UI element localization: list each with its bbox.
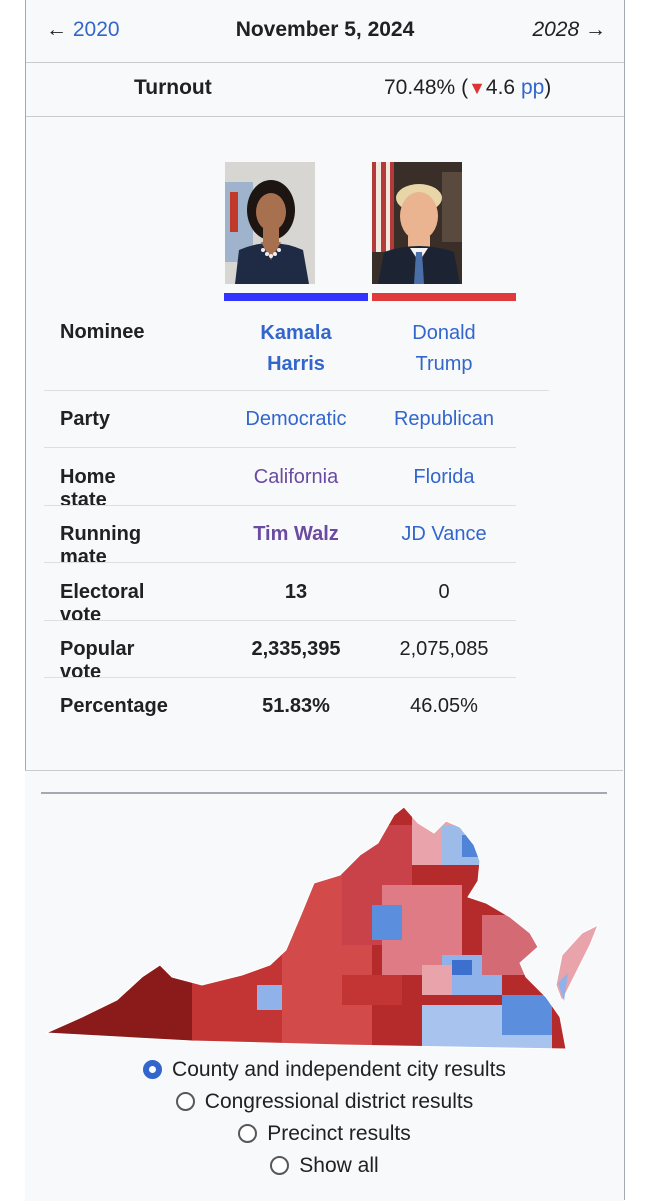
map-option-show-all[interactable]: Show all	[0, 1154, 649, 1184]
harris-electoral-vote: 13	[284, 581, 308, 603]
row-divider	[44, 390, 549, 391]
trump-party-link[interactable]: Republican	[393, 408, 495, 430]
trump-portrait[interactable]	[372, 162, 462, 284]
map-option-label: County and independent city results	[172, 1058, 506, 1081]
harris-portrait[interactable]	[225, 162, 315, 284]
harris-popular-vote: 2,335,395	[251, 638, 341, 660]
republican-color-bar	[372, 293, 516, 301]
harris-percentage: 51.83%	[262, 695, 330, 717]
turnout-change: 4.6	[485, 76, 516, 99]
harris-last-name: Harris	[267, 353, 325, 375]
party-label: Party	[60, 408, 111, 430]
radio-selected-icon[interactable]	[143, 1060, 163, 1079]
previous-election-link[interactable]: ← 2020	[46, 18, 120, 42]
next-election-link[interactable]: 2028 →	[532, 18, 606, 42]
trump-percentage: 46.05%	[410, 695, 478, 717]
map-option-label: Show all	[299, 1154, 379, 1177]
election-navigation: ← 2020 November 5, 2024 2028 →	[26, 0, 624, 63]
trump-home-state-link[interactable]: Florida	[413, 466, 475, 488]
election-date: November 5, 2024	[235, 18, 415, 41]
turnout-value: 70.48% (▼4.6 pp)	[384, 76, 552, 99]
row-divider	[44, 620, 516, 621]
map-option-precinct[interactable]: Precinct results	[0, 1122, 649, 1152]
turnout-label: Turnout	[134, 76, 212, 99]
turnout-row: Turnout 70.48% (▼4.6 pp)	[26, 62, 624, 117]
percentage-label: Percentage	[60, 695, 168, 717]
trump-electoral-vote: 0	[438, 581, 450, 603]
radio-unselected-icon[interactable]	[238, 1124, 258, 1143]
democratic-color-bar	[224, 293, 368, 301]
trump-nominee-link[interactable]: Donald Trump	[372, 318, 516, 380]
trump-popular-vote: 2,075,085	[399, 638, 489, 660]
map-option-congressional[interactable]: Congressional district results	[0, 1090, 649, 1120]
row-divider	[44, 677, 516, 678]
harris-party-link[interactable]: Democratic	[245, 408, 347, 430]
previous-election-label: 2020	[72, 18, 120, 41]
row-divider	[44, 562, 516, 563]
virginia-results-map[interactable]	[42, 805, 602, 1055]
radio-unselected-icon[interactable]	[270, 1156, 290, 1175]
harris-home-state-link[interactable]: California	[253, 466, 339, 488]
row-divider	[44, 447, 516, 448]
radio-unselected-icon[interactable]	[175, 1092, 195, 1111]
trump-running-mate-link[interactable]: JD Vance	[401, 523, 487, 545]
nominee-label: Nominee	[60, 321, 145, 343]
map-option-county[interactable]: County and independent city results	[0, 1058, 649, 1088]
next-election-label: 2028	[532, 18, 580, 41]
map-option-label: Congressional district results	[204, 1090, 474, 1113]
map-divider	[41, 792, 607, 794]
decrease-triangle-icon: ▼	[468, 78, 486, 98]
turnout-percent: 70.48%	[384, 76, 456, 99]
arrow-right-icon: →	[585, 18, 606, 41]
arrow-left-icon: ←	[46, 18, 73, 41]
trump-last-name: Trump	[415, 353, 473, 375]
harris-running-mate-link[interactable]: Tim Walz	[253, 523, 339, 545]
harris-first-name: Kamala	[260, 322, 332, 344]
map-option-label: Precinct results	[267, 1122, 411, 1145]
pp-link[interactable]: pp	[520, 76, 545, 99]
trump-first-name: Donald	[412, 322, 476, 344]
harris-nominee-link[interactable]: Kamala Harris	[224, 318, 368, 380]
row-divider	[44, 505, 516, 506]
